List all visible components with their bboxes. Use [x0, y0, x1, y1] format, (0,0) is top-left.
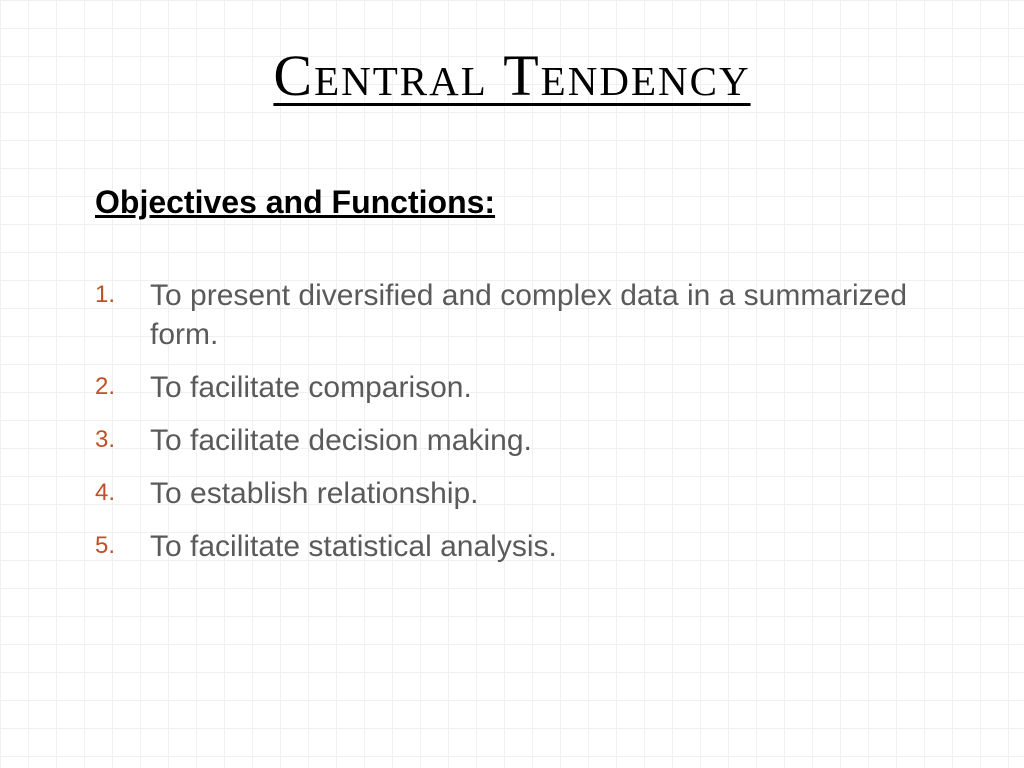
slide-subtitle: Objectives and Functions:	[95, 184, 929, 221]
list-item: To facilitate comparison.	[95, 368, 929, 407]
slide-content: Objectives and Functions: To present div…	[0, 109, 1024, 566]
list-item: To establish relationship.	[95, 474, 929, 513]
list-item: To facilitate statistical analysis.	[95, 527, 929, 566]
slide-title: Central Tendency	[0, 0, 1024, 109]
list-item: To facilitate decision making.	[95, 421, 929, 460]
list-item: To present diversified and complex data …	[95, 276, 929, 354]
objectives-list: To present diversified and complex data …	[95, 276, 929, 566]
